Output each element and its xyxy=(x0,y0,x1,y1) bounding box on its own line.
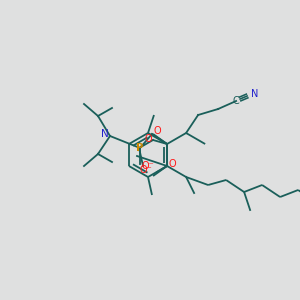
Text: O: O xyxy=(168,159,176,169)
Text: O: O xyxy=(153,126,161,136)
Text: P: P xyxy=(136,143,142,153)
Text: N: N xyxy=(251,89,259,99)
Text: N: N xyxy=(101,129,109,139)
Text: C: C xyxy=(233,96,239,106)
Text: O: O xyxy=(144,134,152,144)
Text: O⁻: O⁻ xyxy=(142,161,154,171)
Text: P: P xyxy=(137,143,143,153)
Text: O⁻: O⁻ xyxy=(140,165,152,175)
